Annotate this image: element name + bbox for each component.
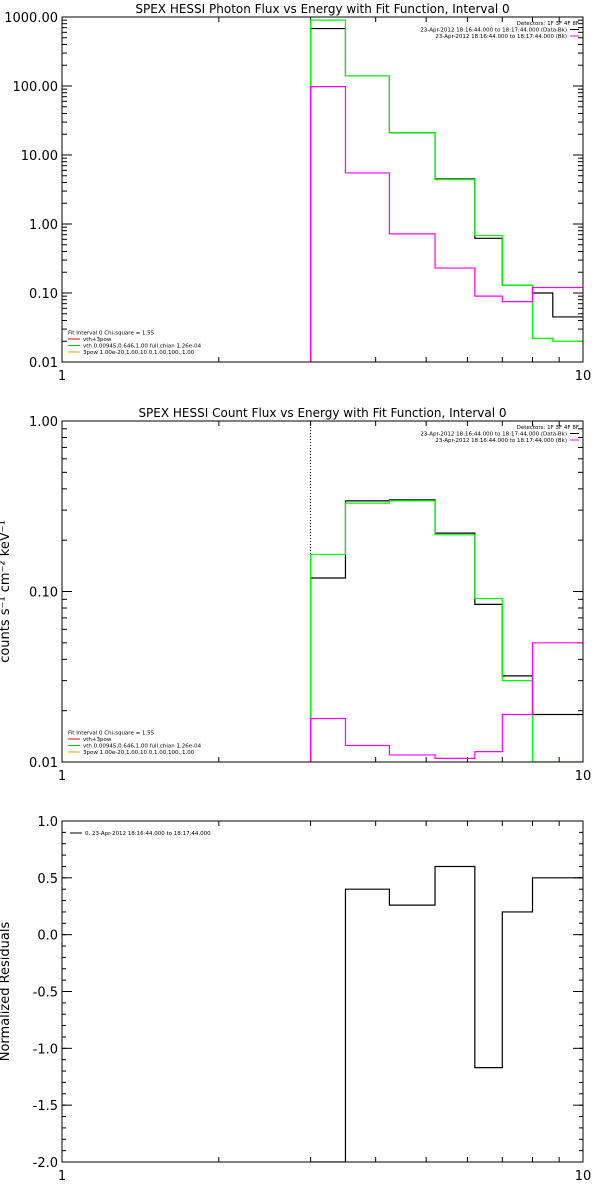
y-tick-label: 0.0 bbox=[37, 929, 58, 944]
legend-entry: vth 0.00945,0.646,1.00 full chian 1.26e-… bbox=[83, 744, 202, 750]
legend-entry: 23-Apr-2012 18:16:44.000 to 18:17:44.000… bbox=[420, 28, 567, 34]
legend-bottom: Fit Interval 0 Chi-square = 1.55vth+3pow… bbox=[68, 731, 202, 756]
legend-bottom: Fit Interval 0 Chi-square = 1.55vth+3pow… bbox=[68, 331, 202, 356]
y-tick-label: 1.0 bbox=[37, 815, 58, 830]
y-tick-label: 0.10 bbox=[29, 586, 58, 601]
y-axis-label: Normalized Residuals bbox=[0, 922, 13, 1062]
series-line-1 bbox=[309, 19, 583, 362]
y-tick-label: -2.0 bbox=[33, 1156, 58, 1171]
legend-entry: 3pow 1.00e-20,1.00,10.0,1.00,100.,1.00 bbox=[83, 350, 195, 356]
y-tick-label: 0.01 bbox=[29, 356, 58, 371]
legend-entry: 23-Apr-2012 18:16:44.000 to 18:17:44.000… bbox=[435, 34, 567, 40]
photon-flux-panel: SPEX HESSI Photon Flux vs Energy with Fi… bbox=[4, 2, 591, 384]
series-group bbox=[310, 865, 583, 1162]
x-tick-label: 10 bbox=[575, 369, 592, 384]
legend-entry: vth+3pow bbox=[83, 337, 112, 343]
y-tick-label: -0.5 bbox=[33, 986, 58, 1001]
legend-entry: 23-Apr-2012 18:16:44.000 to 18:17:44.000… bbox=[435, 438, 567, 444]
y-tick-label: 0.10 bbox=[29, 287, 58, 302]
legend-entry: 3pow 1.00e-20,1.00,10.0,1.00,100.,1.00 bbox=[83, 750, 195, 756]
count-flux-panel: SPEX HESSI Count Flux vs Energy with Fit… bbox=[0, 406, 591, 784]
y-tick-label: 0.5 bbox=[37, 872, 58, 887]
legend-entry: Detectors: 1F 3F 4F 8F bbox=[517, 21, 579, 27]
y-tick-label: 10.00 bbox=[21, 149, 58, 164]
series-group bbox=[309, 499, 583, 762]
legend-entry: 0. 23-Apr-2012 18:16:44.000 to 18:17:44.… bbox=[85, 831, 211, 837]
y-tick-label: 1.00 bbox=[29, 218, 58, 233]
panel-title: SPEX HESSI Photon Flux vs Energy with Fi… bbox=[135, 2, 509, 16]
series-line-0 bbox=[310, 865, 583, 1162]
legend-entry: Fit Interval 0 Chi-square = 1.55 bbox=[68, 731, 155, 737]
legend-top: 0. 23-Apr-2012 18:16:44.000 to 18:17:44.… bbox=[70, 831, 211, 837]
y-tick-label: 100.00 bbox=[13, 80, 59, 95]
plot-frame bbox=[61, 420, 584, 763]
series-line-0 bbox=[309, 27, 583, 362]
residuals-panel: Normalized Residuals 1 10 -2.0 -1.5 -1.0 -0.5 0… bbox=[0, 815, 591, 1184]
plot-frame bbox=[61, 16, 584, 363]
y-tick-label: 1.00 bbox=[29, 415, 58, 430]
x-tick-label: 10 bbox=[575, 1169, 592, 1184]
y-tick-label: 1000.00 bbox=[4, 11, 58, 26]
x-tick-label: 1 bbox=[58, 1169, 66, 1184]
legend-entry: Fit Interval 0 Chi-square = 1.55 bbox=[68, 331, 155, 337]
y-tick-label: 0.01 bbox=[29, 756, 58, 771]
x-tick-label: 1 bbox=[58, 769, 66, 784]
series-line-1 bbox=[309, 500, 583, 762]
legend-entry: 23-Apr-2012 18:16:44.000 to 18:17:44.000… bbox=[420, 432, 567, 438]
y-axis-label: counts s⁻¹ cm⁻² keV⁻¹ bbox=[0, 520, 13, 663]
legend-entry: vth+3pow bbox=[83, 737, 112, 743]
series-line-0 bbox=[309, 499, 583, 762]
legend-entry: vth 0.00945,0.646,1.00 full chian 1.26e-… bbox=[83, 344, 202, 350]
y-tick-label: -1.0 bbox=[33, 1042, 58, 1057]
y-tick-label: -1.5 bbox=[33, 1099, 58, 1114]
x-tick-label: 10 bbox=[575, 769, 592, 784]
x-tick-label: 1 bbox=[58, 369, 66, 384]
plot-frame bbox=[61, 820, 584, 1163]
legend-entry: Detectors: 1F 3F 4F 8F bbox=[517, 425, 579, 431]
panel-title: SPEX HESSI Count Flux vs Energy with Fit… bbox=[138, 406, 506, 420]
series-line-2 bbox=[309, 642, 583, 762]
series-group bbox=[309, 19, 583, 362]
series-line-2 bbox=[309, 86, 583, 362]
